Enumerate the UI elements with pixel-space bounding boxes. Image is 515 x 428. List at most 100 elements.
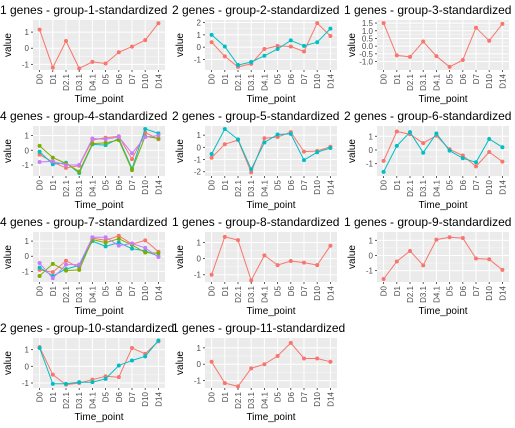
data-point [434,131,439,136]
x-tick-label: D10 [485,73,494,88]
data-point [408,130,412,135]
data-point [156,251,161,256]
x-tick-label: D14 [154,391,163,406]
x-tick-label: D3.1 [247,285,256,302]
series-line-1 [211,342,331,387]
data-point [64,258,68,263]
data-point [421,263,426,268]
data-point [156,255,161,259]
data-point [381,169,386,174]
data-point [222,234,227,239]
y-tick-label: -1 [194,156,202,165]
data-point [315,150,320,155]
y-axis-label: value [175,33,186,57]
x-axis-label: Time_point [74,412,123,423]
data-point [328,26,333,31]
data-point [50,65,55,70]
data-point [447,148,452,153]
x-tick-label: D2.1 [62,179,71,196]
x-tick-label: D2.1 [406,73,415,90]
data-point [37,152,42,157]
x-tick-label: D2.1 [406,285,415,302]
data-point [421,150,426,155]
data-point [222,54,227,59]
x-tick-label: D14 [154,179,163,194]
data-point [143,38,148,43]
data-point [156,136,161,141]
series-line-1 [211,22,331,68]
data-point [90,380,95,385]
data-point [236,137,240,142]
x-tick-label: D1 [49,391,58,402]
y-tick-label: 0 [369,146,374,155]
data-point [249,59,254,64]
data-point [209,40,214,45]
data-point [315,21,320,26]
data-point [222,381,227,386]
x-tick-label: D3.1 [247,179,256,196]
x-tick-label: D6 [287,285,296,296]
data-point [302,149,306,154]
data-point [143,250,148,255]
series-line-1 [211,236,331,282]
panel-title: 4 genes - group-4-standardized [0,109,167,123]
data-point [328,359,333,364]
data-point [487,137,492,142]
data-point [394,129,399,134]
data-point [288,38,293,43]
data-point [500,159,505,164]
x-tick-label: D1 [393,73,402,84]
data-point [394,53,399,58]
x-tick-label: D10 [313,73,322,88]
y-tick-label: 1 [25,346,30,355]
data-point [447,235,452,240]
data-point [408,248,412,253]
x-axis-label: Time_point [246,200,295,211]
x-tick-label: D6 [115,73,124,84]
x-tick-label: D1 [221,179,230,190]
data-point [209,152,214,157]
y-tick-label: -1 [22,379,30,388]
data-point [288,340,293,345]
series-line-2 [211,128,331,171]
y-tick-label: 0 [197,360,202,369]
x-axis-label: Time_point [74,94,123,105]
y-tick-label: 0 [25,44,30,53]
x-tick-label: D5 [102,285,111,296]
data-point [434,237,439,242]
data-point [500,21,505,26]
y-tick-label: -1 [194,377,202,386]
y-tick-label: -0.5 [359,50,373,59]
y-tick-label: 2 [197,18,202,27]
facet-panel-5: -2 -1 0 1 D0 D1 D2.1 D3.1 D4.1 D5 D6 D7 D10 D14 2 gene… [172,109,339,211]
data-point [77,267,82,272]
panel-title: 1 genes - group-1-standardized [0,3,167,17]
x-tick-label: D4.1 [432,285,441,302]
y-tick-label: -1.0 [359,58,373,67]
data-point [37,149,42,154]
data-point [275,132,280,137]
series-line-2 [39,340,159,385]
x-axis-label: Time_point [74,200,123,211]
x-tick-label: D1 [221,285,230,296]
data-point [236,63,240,68]
data-point [328,34,333,39]
x-tick-label: D4.1 [432,179,441,196]
y-axis-label: value [3,245,14,269]
data-point [315,263,320,268]
data-point [209,272,214,277]
data-point [474,25,478,30]
data-point [262,136,267,141]
data-point [37,27,42,32]
x-axis-label: Time_point [74,306,123,317]
x-tick-label: D3.1 [75,179,84,196]
y-tick-label: 1 [197,31,202,40]
data-point [143,354,148,359]
data-point [64,38,68,43]
x-tick-label: D6 [459,73,468,84]
data-point [103,235,108,240]
data-point [103,137,108,142]
data-point [460,153,465,158]
y-tick-label: 0 [25,252,30,261]
x-tick-label: D0 [36,179,45,190]
